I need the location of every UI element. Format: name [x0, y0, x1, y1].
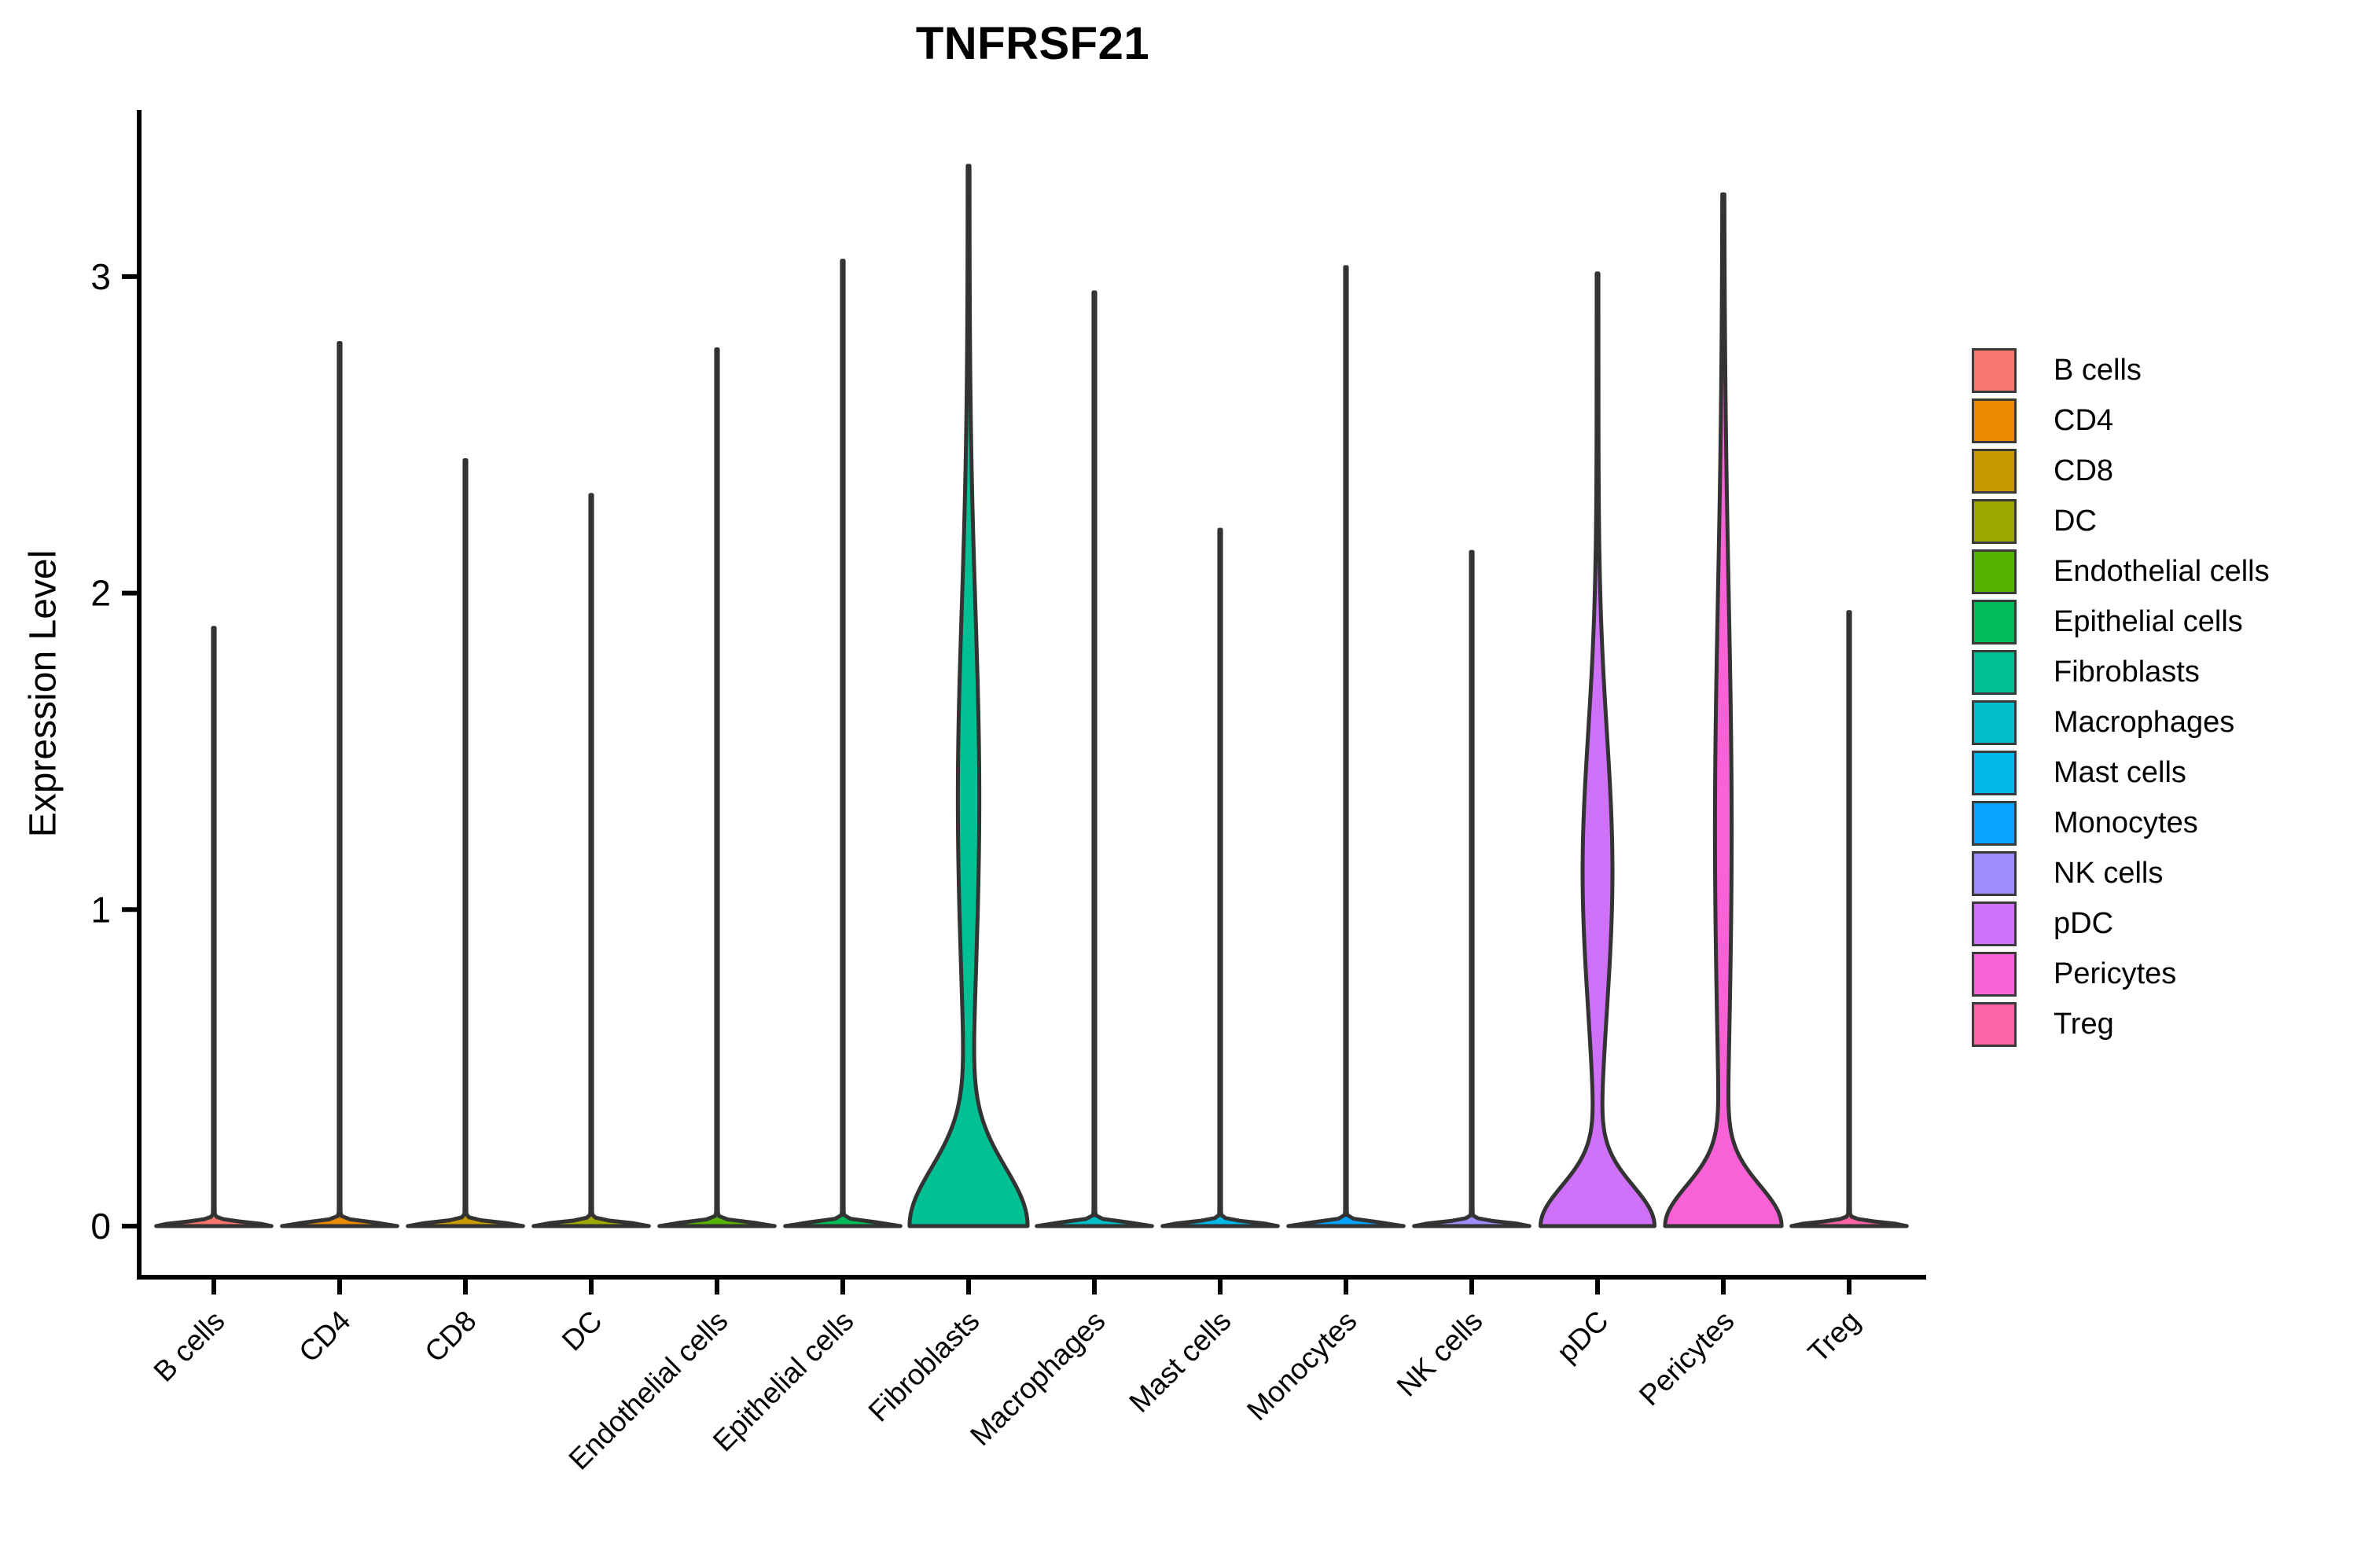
legend-item-treg: Treg	[1972, 1002, 2270, 1047]
legend-swatch	[1972, 801, 2017, 846]
x-category-label: Monocytes	[1241, 1305, 1363, 1427]
violin-fibroblasts	[907, 163, 1030, 1228]
x-category-label: CD8	[418, 1305, 482, 1368]
y-axis-title: Expression Level	[22, 549, 64, 838]
legend-label: CD8	[2054, 454, 2114, 487]
legend-label: NK cells	[2054, 857, 2164, 890]
legend-item-mast-cells: Mast cells	[1972, 751, 2270, 795]
y-tick-label: 1	[90, 889, 111, 930]
legend-label: Endothelial cells	[2054, 555, 2270, 588]
violin-b-cells	[154, 626, 274, 1228]
legend-item-nk-cells: NK cells	[1972, 851, 2270, 896]
legend-item-macrophages: Macrophages	[1972, 700, 2270, 745]
x-category-label: Macrophages	[964, 1305, 1112, 1452]
legend-swatch	[1972, 1002, 2017, 1047]
legend-item-endothelial-cells: Endothelial cells	[1972, 549, 2270, 594]
legend-item-pdc: pDC	[1972, 902, 2270, 946]
legend-swatch	[1972, 650, 2017, 695]
legend-swatch	[1972, 902, 2017, 946]
violin-monocytes	[1286, 265, 1406, 1228]
legend-item-monocytes: Monocytes	[1972, 801, 2270, 846]
legend-label: Fibroblasts	[2054, 655, 2200, 689]
x-category-label: NK cells	[1391, 1305, 1489, 1403]
legend-swatch	[1972, 851, 2017, 896]
x-category-label: Mast cells	[1123, 1305, 1237, 1419]
legend-item-cd8: CD8	[1972, 449, 2270, 494]
legend-item-b-cells: B cells	[1972, 348, 2270, 393]
legend-swatch	[1972, 600, 2017, 644]
legend-label: Pericytes	[2054, 957, 2177, 990]
y-tick-label: 2	[90, 573, 111, 614]
legend-label: DC	[2054, 505, 2097, 538]
x-category-label: Treg	[1802, 1305, 1866, 1369]
x-category-label: CD4	[292, 1305, 356, 1368]
legend-item-epithelial-cells: Epithelial cells	[1972, 600, 2270, 644]
x-category-label: Fibroblasts	[862, 1305, 986, 1428]
violin-treg	[1789, 610, 1909, 1228]
legend-label: Treg	[2054, 1008, 2114, 1041]
legend-item-cd4: CD4	[1972, 398, 2270, 443]
violin-cd8	[406, 457, 525, 1228]
legend-swatch	[1972, 348, 2017, 393]
legend-swatch	[1972, 499, 2017, 544]
violin-mast-cells	[1160, 527, 1280, 1228]
y-tick-label: 3	[90, 256, 111, 297]
legend-label: Monocytes	[2054, 806, 2198, 839]
x-category-label: Pericytes	[1633, 1305, 1741, 1412]
legend-swatch	[1972, 700, 2017, 745]
violin-pericytes	[1663, 192, 1784, 1228]
violin-pdc	[1539, 271, 1656, 1228]
x-category-label: B cells	[148, 1305, 231, 1388]
x-category-label: DC	[556, 1305, 609, 1357]
violin-endothelial-cells	[657, 347, 777, 1228]
legend-swatch	[1972, 398, 2017, 443]
violin-nk-cells	[1412, 549, 1531, 1228]
legend-swatch	[1972, 449, 2017, 494]
legend-item-fibroblasts: Fibroblasts	[1972, 650, 2270, 695]
violin-dc	[531, 493, 651, 1228]
violin-cd4	[280, 340, 399, 1228]
y-tick-label: 0	[90, 1206, 111, 1247]
legend-label: Epithelial cells	[2054, 605, 2243, 638]
legend-label: Macrophages	[2054, 706, 2235, 739]
legend-swatch	[1972, 952, 2017, 997]
violin-epithelial-cells	[783, 259, 903, 1228]
legend-label: B cells	[2054, 354, 2142, 387]
violin-macrophages	[1035, 290, 1154, 1228]
legend-label: pDC	[2054, 907, 2114, 940]
x-category-label: pDC	[1550, 1305, 1614, 1368]
legend-label: Mast cells	[2054, 756, 2186, 789]
legend-item-pericytes: Pericytes	[1972, 952, 2270, 997]
chart-title: TNFRSF21	[915, 18, 1150, 69]
legend: B cells CD4 CD8 DC Endothelial cells Epitheli…	[1972, 348, 2270, 1052]
legend-swatch	[1972, 751, 2017, 795]
legend-label: CD4	[2054, 404, 2114, 437]
legend-swatch	[1972, 549, 2017, 594]
legend-item-dc: DC	[1972, 499, 2270, 544]
